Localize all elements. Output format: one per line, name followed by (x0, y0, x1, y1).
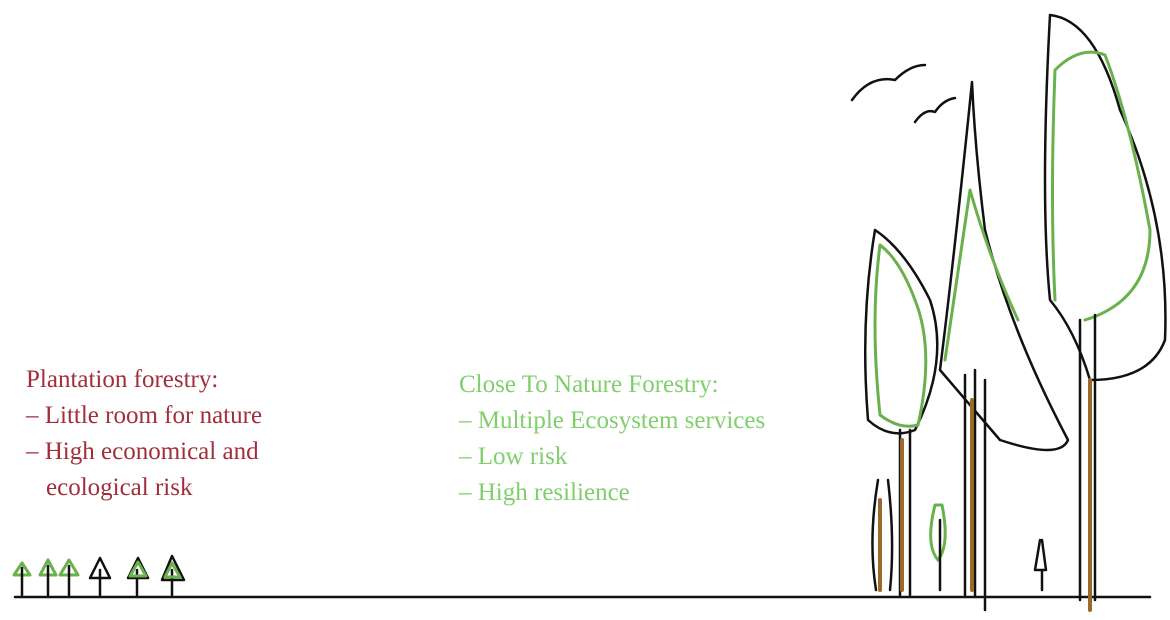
close-to-nature-text: Close To Nature Forestry: – Multiple Eco… (459, 367, 765, 511)
large-trees (865, 15, 1165, 610)
small-trees (14, 556, 184, 595)
plantation-title: Plantation forestry: (26, 362, 262, 398)
plantation-text: Plantation forestry: – Little room for n… (26, 362, 262, 506)
page: Plantation forestry: – Little room for n… (0, 0, 1170, 620)
plantation-line: – High economical and (26, 434, 262, 470)
plantation-line: – Little room for nature (26, 398, 262, 434)
plantation-line: ecological risk (26, 470, 262, 506)
close-to-nature-line: – High resilience (459, 475, 765, 511)
close-to-nature-line: – Multiple Ecosystem services (459, 403, 765, 439)
birds (852, 65, 955, 122)
close-to-nature-title: Close To Nature Forestry: (459, 367, 765, 403)
illustration (0, 0, 1170, 620)
close-to-nature-line: – Low risk (459, 439, 765, 475)
